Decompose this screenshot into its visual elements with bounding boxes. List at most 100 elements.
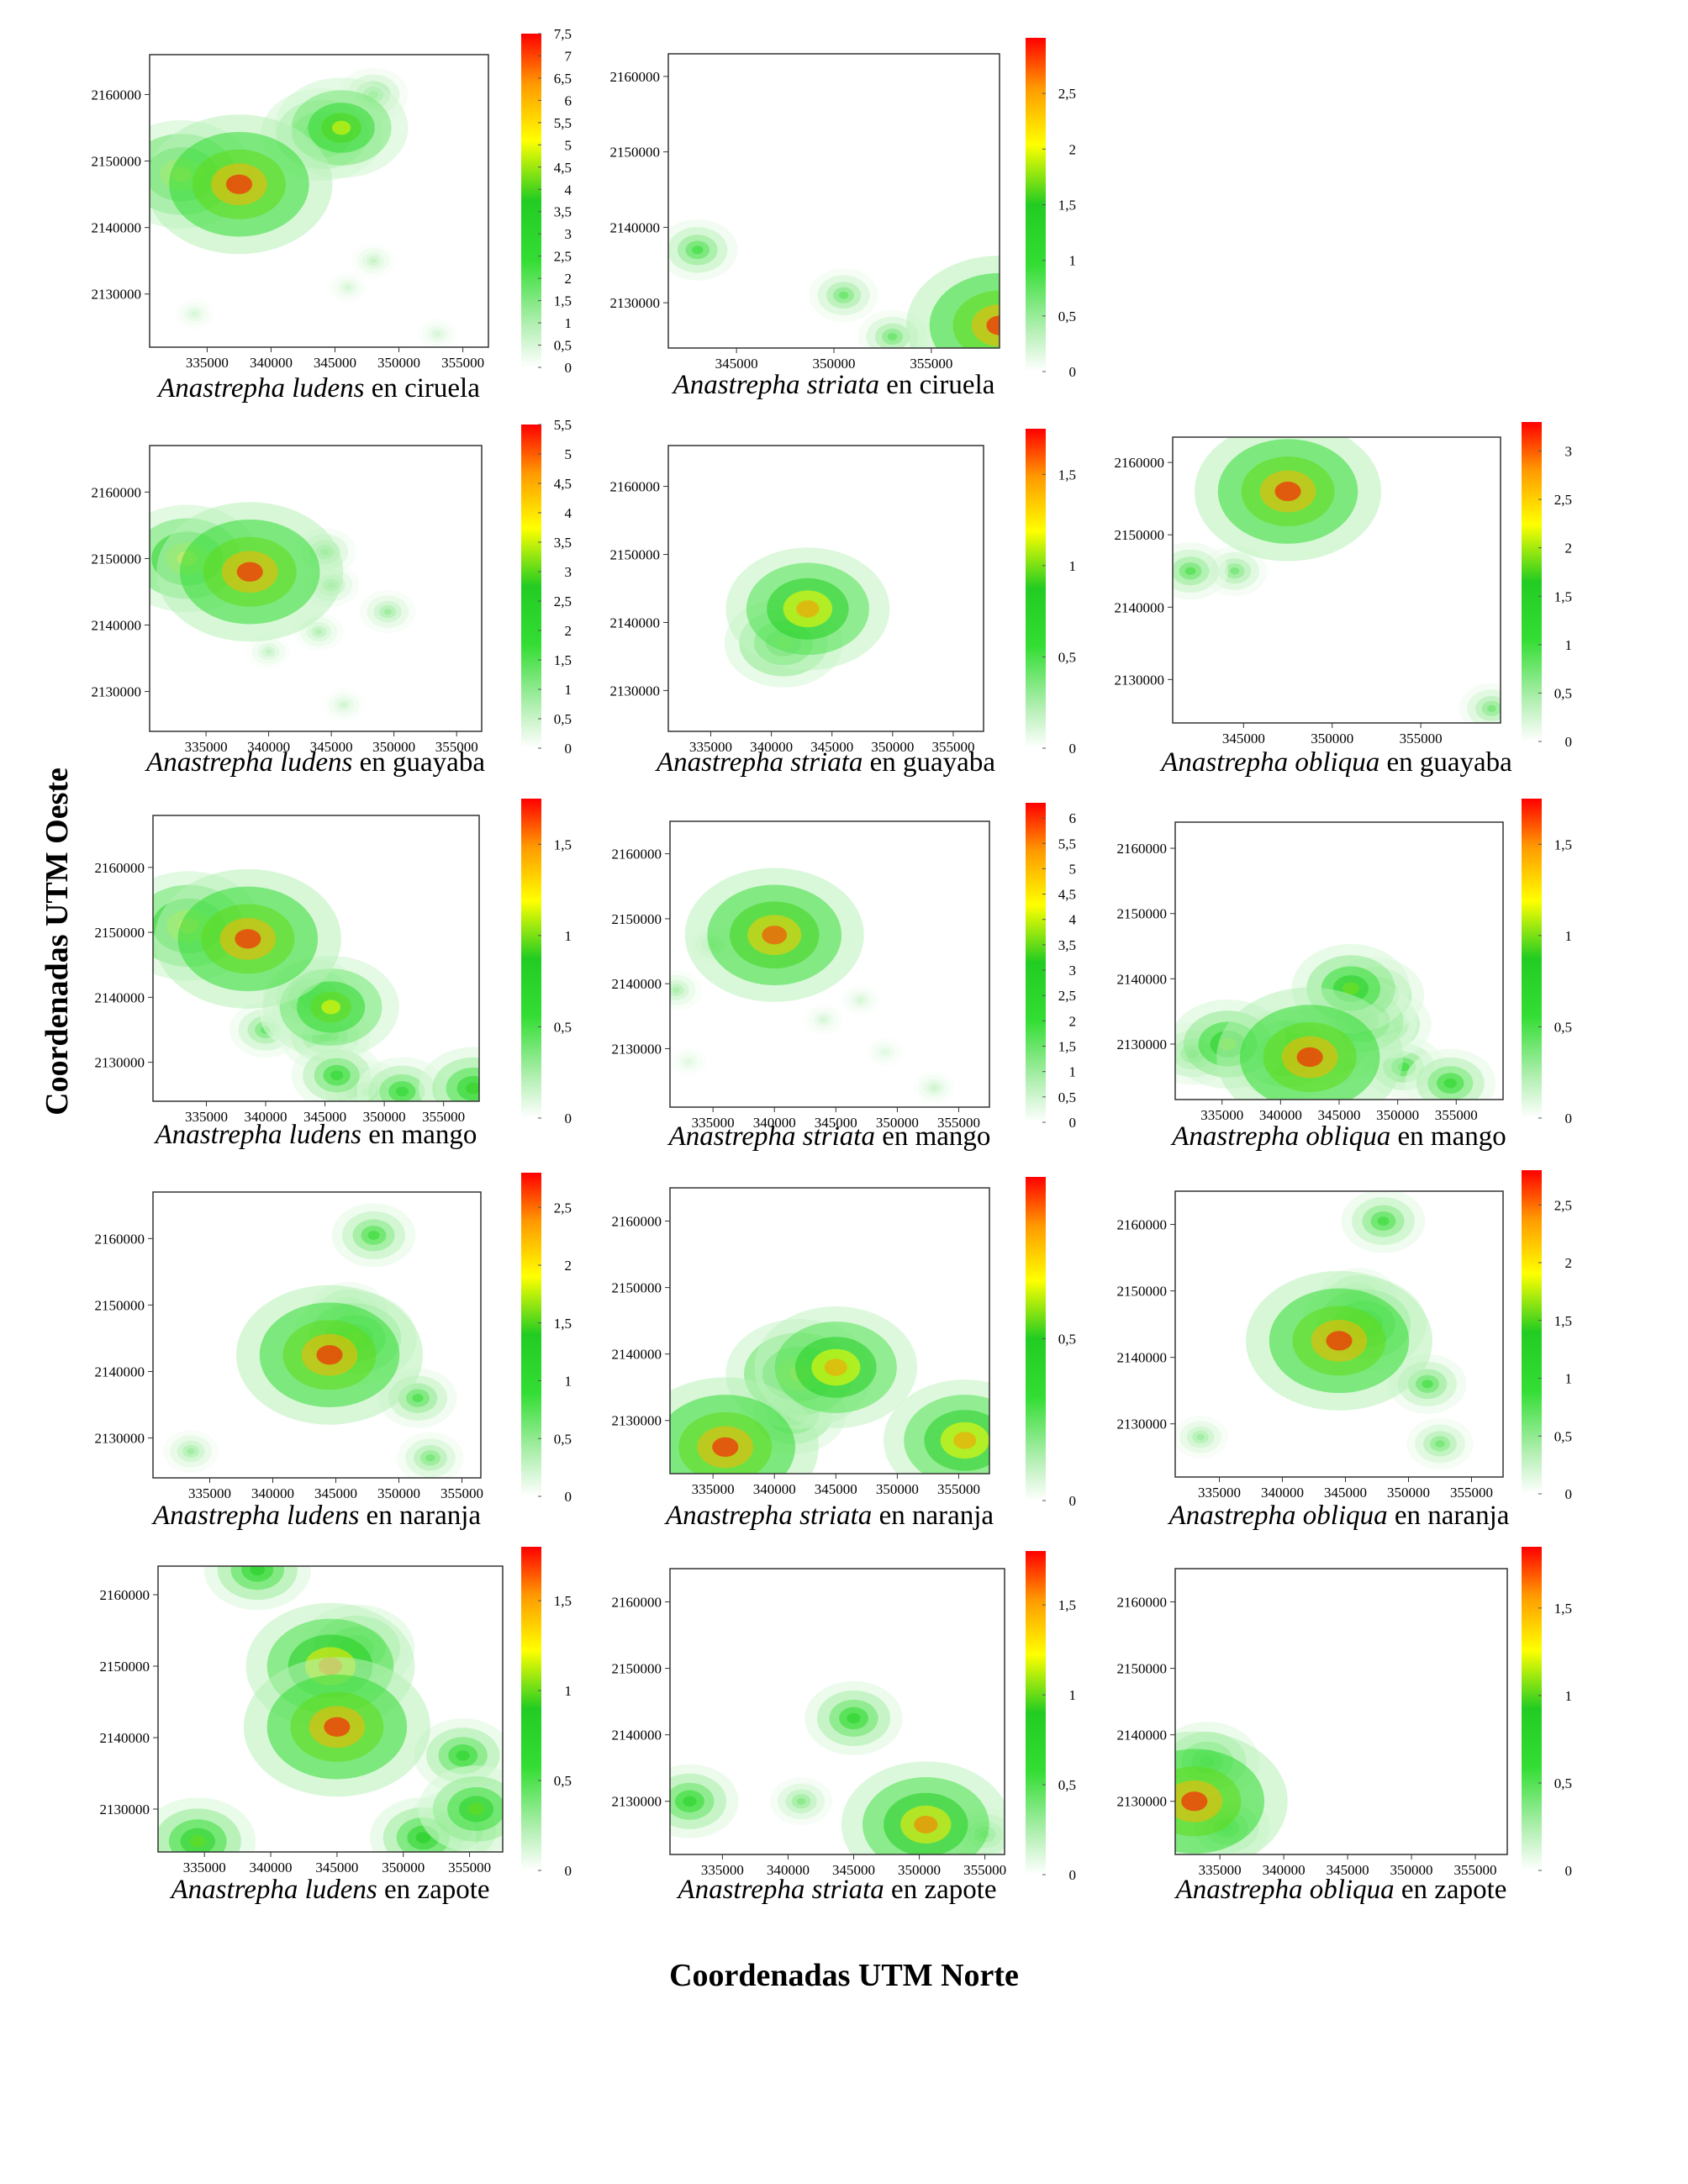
- density-hotspot: [323, 688, 365, 721]
- colorbar-tick-label: 0,5: [554, 1019, 572, 1035]
- y-tick-label: 2140000: [612, 976, 662, 992]
- density-hotspot: [809, 268, 878, 322]
- colorbar-tick-label: 1,5: [1554, 1601, 1572, 1617]
- y-tick-label: 2160000: [610, 479, 661, 495]
- host-name: en guayaba: [862, 747, 995, 778]
- y-tick-label: 2160000: [612, 847, 662, 863]
- colorbar-tick-label: 5,5: [554, 115, 572, 131]
- colorbar-tick-label: 0,5: [1058, 1777, 1076, 1793]
- panel-title: Anastrepha obliqua en mango: [1170, 1121, 1506, 1152]
- panel-title: Anastrepha striata en guayaba: [655, 747, 995, 778]
- x-tick-label: 355000: [435, 739, 478, 755]
- colorbar-tick-label: 4: [565, 505, 572, 521]
- density-hotspot: [769, 1777, 833, 1826]
- x-tick-label: 335000: [692, 1115, 735, 1131]
- x-tick-label: 340000: [250, 1860, 293, 1875]
- colorbar-tick-label: 1,5: [1554, 588, 1572, 604]
- plot-frame: [152, 815, 480, 1102]
- colorbar-tick-label: 3: [1069, 963, 1077, 979]
- colorbar-tick-label: 1,5: [1058, 1597, 1076, 1613]
- species-name: Anastrepha ludens: [154, 1120, 361, 1150]
- colorbar-tick-label: 1,5: [1554, 836, 1572, 852]
- x-tick-label: 350000: [377, 355, 420, 371]
- x-tick-label: 335000: [1198, 1485, 1241, 1501]
- x-tick-label: 345000: [1318, 1107, 1361, 1123]
- density-hotspot: [1405, 1048, 1496, 1100]
- x-tick-label: 340000: [767, 1862, 810, 1878]
- y-tick-label: 2130000: [1117, 1037, 1168, 1052]
- colorbar-tick-label: 0,5: [1554, 685, 1572, 701]
- colorbar: [521, 1173, 541, 1496]
- density-hotspot: [841, 1761, 1005, 1854]
- density-hotspot: [1246, 1270, 1432, 1411]
- colorbar-tick-label: 0,5: [1554, 1775, 1572, 1791]
- density-hotspot: [906, 256, 1000, 348]
- density-hotspot: [418, 1765, 503, 1852]
- y-tick-label: 2150000: [1117, 1661, 1168, 1677]
- species-name: Anastrepha striata: [676, 1875, 884, 1905]
- y-tick-label: 2140000: [612, 1347, 662, 1363]
- x-tick-label: 355000: [937, 1481, 980, 1497]
- x-tick-label: 345000: [832, 1862, 875, 1878]
- x-tick-label: 335000: [185, 1109, 228, 1125]
- density-hotspot: [840, 984, 881, 1016]
- x-tick-label: 355000: [1454, 1862, 1497, 1878]
- x-tick-label: 350000: [898, 1862, 941, 1878]
- x-tick-label: 335000: [185, 739, 228, 755]
- colorbar-tick-label: 0: [565, 1863, 572, 1879]
- x-tick-label: 350000: [1387, 1485, 1430, 1501]
- y-tick-label: 2130000: [95, 1431, 145, 1447]
- species-name: Anastrepha striata: [672, 370, 879, 400]
- plot-frame: [1172, 436, 1501, 724]
- colorbar-tick-label: 4,5: [554, 160, 572, 176]
- density-hotspot: [150, 114, 333, 255]
- x-tick-label: 340000: [753, 1481, 796, 1497]
- y-tick-label: 2160000: [612, 1595, 662, 1611]
- colorbar-tick-label: 0,5: [554, 338, 572, 354]
- density-hotspot: [884, 1379, 989, 1474]
- density-hotspot: [668, 219, 738, 281]
- panel-title: Anastrepha striata en zapote: [676, 1875, 996, 1905]
- heatmap-panel: 335000 340000 345000 350000 3550002160000215…: [95, 1173, 572, 1531]
- panel-title: Anastrepha striata en mango: [667, 1121, 991, 1152]
- figure-xlabel: Coordenadas UTM Norte: [669, 1958, 1019, 1993]
- y-tick-label: 2150000: [610, 547, 661, 563]
- x-tick-label: 345000: [303, 1109, 346, 1125]
- colorbar-tick-label: 1: [565, 1683, 572, 1699]
- x-tick-label: 345000: [815, 1115, 857, 1131]
- colorbar-tick-label: 0,5: [1058, 309, 1076, 324]
- density-hotspot: [163, 1429, 219, 1473]
- density-hotspot: [1406, 1417, 1474, 1469]
- x-tick-label: 335000: [692, 1481, 735, 1497]
- x-tick-label: 335000: [701, 1862, 744, 1878]
- density-hotspot: [1175, 1416, 1228, 1459]
- y-tick-label: 2130000: [610, 683, 661, 699]
- density-hotspot: [359, 589, 416, 634]
- colorbar: [1522, 799, 1542, 1118]
- heatmap-panel: 335000 340000 345000 350000 3550002160000215…: [1117, 1547, 1572, 1905]
- y-tick-label: 2140000: [612, 1728, 662, 1744]
- x-tick-label: 345000: [810, 739, 853, 755]
- density-hotspot: [1175, 1731, 1288, 1854]
- panel-title: Anastrepha ludens en ciruela: [156, 373, 480, 404]
- y-tick-label: 2130000: [1117, 1794, 1168, 1810]
- density-hotspot: [243, 1657, 430, 1797]
- x-tick-label: 345000: [310, 739, 353, 755]
- colorbar-tick-label: 2,5: [1058, 86, 1076, 102]
- density-hotspot: [154, 868, 341, 1009]
- heatmap-panel: 335000 340000 345000 350000 3550002160000215…: [92, 26, 572, 404]
- y-tick-label: 2140000: [92, 220, 142, 236]
- x-tick-label: 345000: [715, 356, 758, 372]
- density-hotspot: [913, 1071, 956, 1105]
- y-tick-label: 2140000: [92, 617, 142, 633]
- host-name: en zapote: [377, 1875, 490, 1905]
- species-name: Anastrepha obliqua: [1174, 1875, 1395, 1905]
- density-hotspot: [1341, 1191, 1426, 1253]
- y-tick-label: 2140000: [1117, 1728, 1168, 1744]
- species-name: Anastrepha obliqua: [1168, 1501, 1388, 1531]
- host-name: en naranja: [872, 1501, 994, 1531]
- y-tick-label: 2140000: [1117, 1350, 1168, 1366]
- colorbar: [521, 425, 541, 748]
- density-hotspot: [174, 298, 214, 330]
- species-name: Anastrepha ludens: [151, 1501, 359, 1531]
